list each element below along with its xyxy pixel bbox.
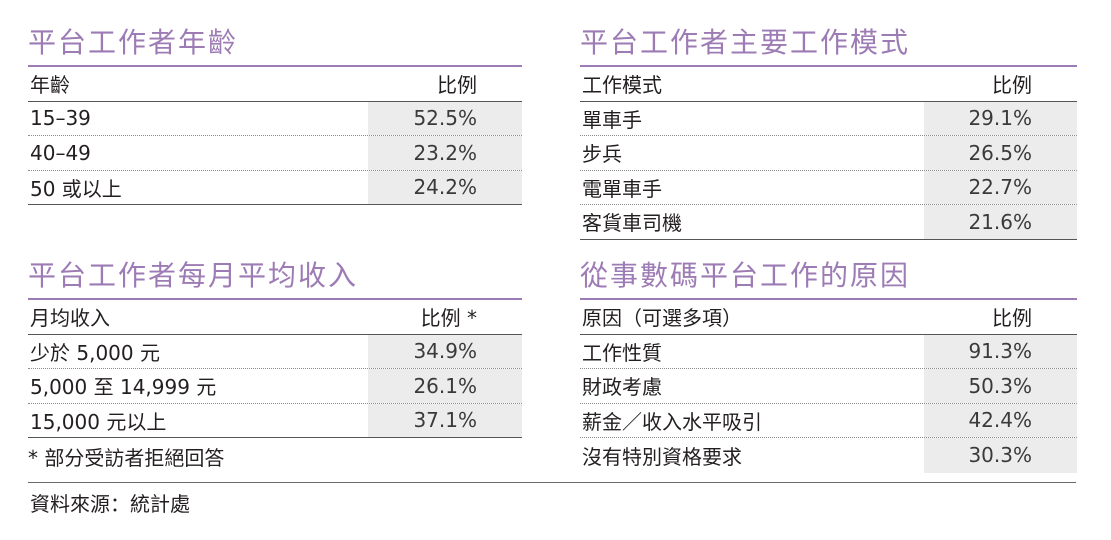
income-title-rule (28, 298, 522, 300)
table-row: 步兵 26.5% (580, 136, 1077, 171)
reason-row-label: 沒有特別資格要求 (582, 444, 742, 469)
table-row: 少於 5,000 元 34.9% (28, 334, 522, 369)
mode-row-label: 步兵 (582, 142, 622, 167)
table-row: 50 或以上 24.2% (28, 170, 522, 205)
income-row-value: 26.1% (368, 369, 522, 403)
reason-row-label: 薪金／收入水平吸引 (582, 409, 762, 434)
mode-row-label: 電單車手 (582, 176, 662, 201)
income-row-value: 37.1% (368, 403, 522, 437)
mode-title-rule (580, 65, 1077, 67)
mode-header-value: 比例 (992, 73, 1032, 98)
income-row-label: 15,000 元以上 (30, 409, 167, 434)
income-row-label: 5,000 至 14,999 元 (30, 375, 217, 400)
income-row-value: 34.9% (368, 334, 522, 368)
age-header-label: 年齡 (30, 73, 70, 98)
age-row-label: 15–39 (30, 106, 91, 131)
income-header-value: 比例 * (420, 306, 477, 331)
age-row-value: 52.5% (368, 101, 522, 135)
reason-row-label: 工作性質 (582, 340, 662, 365)
table-row: 5,000 至 14,999 元 26.1% (28, 369, 522, 404)
reason-header-value: 比例 (992, 306, 1032, 331)
reason-section: 從事數碼平台工作的原因 原因（可選多項） 比例 工作性質 91.3% 財政考慮 … (580, 258, 1077, 473)
income-header-label: 月均收入 (30, 306, 110, 331)
age-row-label: 40–49 (30, 140, 91, 165)
income-header-row: 月均收入 比例 * (28, 300, 522, 335)
reason-title: 從事數碼平台工作的原因 (580, 259, 911, 292)
table-row: 薪金／收入水平吸引 42.4% (580, 403, 1077, 438)
table-row: 40–49 23.2% (28, 136, 522, 171)
income-title: 平台工作者每月平均收入 (28, 259, 359, 292)
mode-row-value: 21.6% (924, 205, 1077, 239)
mode-row-value: 29.1% (924, 101, 1077, 135)
reason-row-value: 42.4% (924, 403, 1077, 437)
table-row: 單車手 29.1% (580, 101, 1077, 136)
reason-header-row: 原因（可選多項） 比例 (580, 300, 1077, 335)
table-row: 客貨車司機 21.6% (580, 205, 1077, 240)
mode-section: 平台工作者主要工作模式 工作模式 比例 單車手 29.1% 步兵 26.5% 電… (580, 25, 1077, 240)
reason-header-label: 原因（可選多項） (582, 306, 742, 331)
mode-row-value: 26.5% (924, 136, 1077, 170)
age-row-label: 50 或以上 (30, 176, 122, 201)
bottom-divider (28, 482, 1076, 483)
age-row-value: 23.2% (368, 136, 522, 170)
reason-row-value: 50.3% (924, 369, 1077, 403)
table-row: 15–39 52.5% (28, 101, 522, 136)
table-row: 15,000 元以上 37.1% (28, 403, 522, 438)
mode-header-label: 工作模式 (582, 73, 662, 98)
mode-row-label: 單車手 (582, 107, 642, 132)
age-section: 平台工作者年齡 年齡 比例 15–39 52.5% 40–49 23.2% 50… (28, 25, 522, 205)
reason-row-value: 91.3% (924, 334, 1077, 368)
age-header-value: 比例 (437, 73, 477, 98)
income-footnote: * 部分受訪者拒絕回答 (28, 446, 225, 470)
age-title-rule (28, 65, 522, 67)
income-section: 平台工作者每月平均收入 月均收入 比例 * 少於 5,000 元 34.9% 5… (28, 258, 522, 471)
reason-row-label: 財政考慮 (582, 375, 662, 400)
income-row-label: 少於 5,000 元 (30, 340, 160, 365)
table-row: 沒有特別資格要求 30.3% (580, 438, 1077, 473)
age-header-row: 年齡 比例 (28, 67, 522, 102)
age-row-value: 24.2% (368, 170, 522, 204)
reason-row-value: 30.3% (924, 438, 1077, 473)
reason-title-rule (580, 298, 1077, 300)
age-title: 平台工作者年齡 (28, 26, 239, 59)
mode-header-row: 工作模式 比例 (580, 67, 1077, 102)
table-row: 工作性質 91.3% (580, 334, 1077, 369)
mode-row-value: 22.7% (924, 170, 1077, 204)
table-row: 財政考慮 50.3% (580, 369, 1077, 404)
mode-title: 平台工作者主要工作模式 (580, 26, 911, 59)
mode-row-label: 客貨車司機 (582, 211, 682, 236)
source-note: 資料來源：統計處 (30, 492, 190, 516)
table-row: 電單車手 22.7% (580, 170, 1077, 205)
